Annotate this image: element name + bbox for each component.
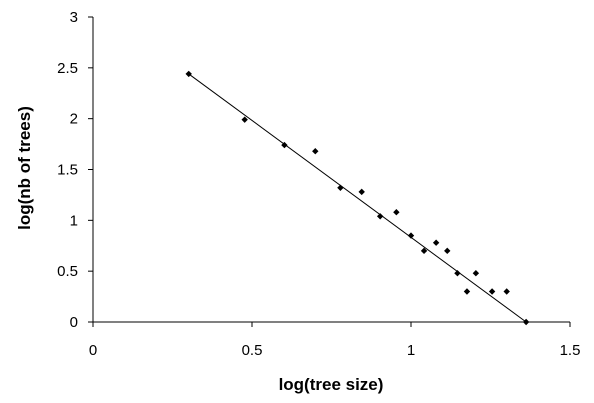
y-tick-label: 1: [70, 212, 78, 229]
data-point: [420, 247, 428, 255]
x-tick-label: 1.5: [560, 342, 581, 359]
y-tick-label: 2: [70, 111, 78, 128]
data-point: [503, 288, 510, 295]
x-axis-title: log(tree size): [279, 375, 384, 394]
data-point: [281, 141, 288, 149]
data-point: [241, 116, 248, 123]
y-tick-label: 0.5: [57, 263, 78, 280]
x-tick-label: 1: [407, 342, 415, 359]
data-point: [522, 318, 530, 326]
data-point: [393, 209, 400, 216]
data-points: [185, 70, 530, 326]
data-point: [488, 288, 496, 295]
plot-axes: [88, 16, 571, 327]
y-tick-label: 3: [70, 9, 78, 26]
x-tick-labels: 0 0.5 1 1.5: [89, 342, 581, 359]
x-tick-label: 0.5: [242, 342, 263, 359]
data-point: [444, 247, 451, 255]
data-point: [407, 232, 415, 239]
x-tick-label: 0: [89, 342, 97, 359]
y-tick-label: 0: [70, 314, 78, 331]
data-point: [472, 270, 480, 277]
data-point: [185, 70, 192, 78]
data-point: [376, 213, 384, 220]
y-tick-labels: 0 0.5 1 1.5 2 2.5 3: [57, 9, 78, 331]
data-point: [463, 288, 471, 295]
y-tick-label: 1.5: [57, 162, 78, 179]
y-tick-label: 2.5: [57, 60, 78, 77]
data-point: [454, 270, 461, 277]
data-point: [312, 148, 319, 155]
data-point: [432, 239, 440, 246]
y-axis-title: log(nb of trees): [15, 106, 34, 230]
data-point: [358, 188, 365, 196]
trendline: [188, 73, 527, 323]
data-point: [337, 184, 344, 191]
